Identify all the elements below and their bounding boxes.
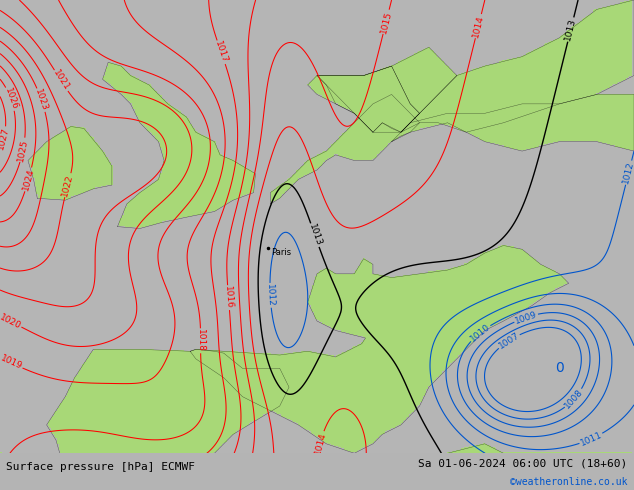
Text: 1013: 1013 <box>307 223 323 247</box>
Text: 1019: 1019 <box>0 354 23 372</box>
Text: 1011: 1011 <box>579 430 604 448</box>
Text: 1013: 1013 <box>564 17 578 42</box>
Text: 1014: 1014 <box>471 14 486 38</box>
Text: 1016: 1016 <box>223 286 234 309</box>
Text: 1021: 1021 <box>51 69 71 93</box>
Text: 1022: 1022 <box>61 173 75 197</box>
Text: Paris: Paris <box>271 248 292 257</box>
Text: 1010: 1010 <box>469 322 492 343</box>
Text: 1027: 1027 <box>0 126 11 151</box>
Text: 1015: 1015 <box>379 10 393 34</box>
Text: 1023: 1023 <box>34 88 49 112</box>
Text: 1024: 1024 <box>21 167 36 192</box>
Text: 1018: 1018 <box>196 329 205 352</box>
Text: 1012: 1012 <box>621 161 634 185</box>
Text: 1025: 1025 <box>16 138 30 162</box>
Text: 1008: 1008 <box>563 387 585 410</box>
Text: 0: 0 <box>555 361 564 375</box>
Text: ©weatheronline.co.uk: ©weatheronline.co.uk <box>510 477 628 487</box>
Text: 1012: 1012 <box>265 284 275 307</box>
Text: 1009: 1009 <box>514 310 538 325</box>
Text: 1017: 1017 <box>213 40 229 65</box>
Text: 1007: 1007 <box>496 331 521 351</box>
Text: 1020: 1020 <box>0 312 22 331</box>
Text: 1026: 1026 <box>3 87 19 111</box>
Text: Sa 01-06-2024 06:00 UTC (18+60): Sa 01-06-2024 06:00 UTC (18+60) <box>418 459 628 468</box>
Text: 1014: 1014 <box>313 431 328 455</box>
Text: Surface pressure [hPa] ECMWF: Surface pressure [hPa] ECMWF <box>6 462 195 472</box>
